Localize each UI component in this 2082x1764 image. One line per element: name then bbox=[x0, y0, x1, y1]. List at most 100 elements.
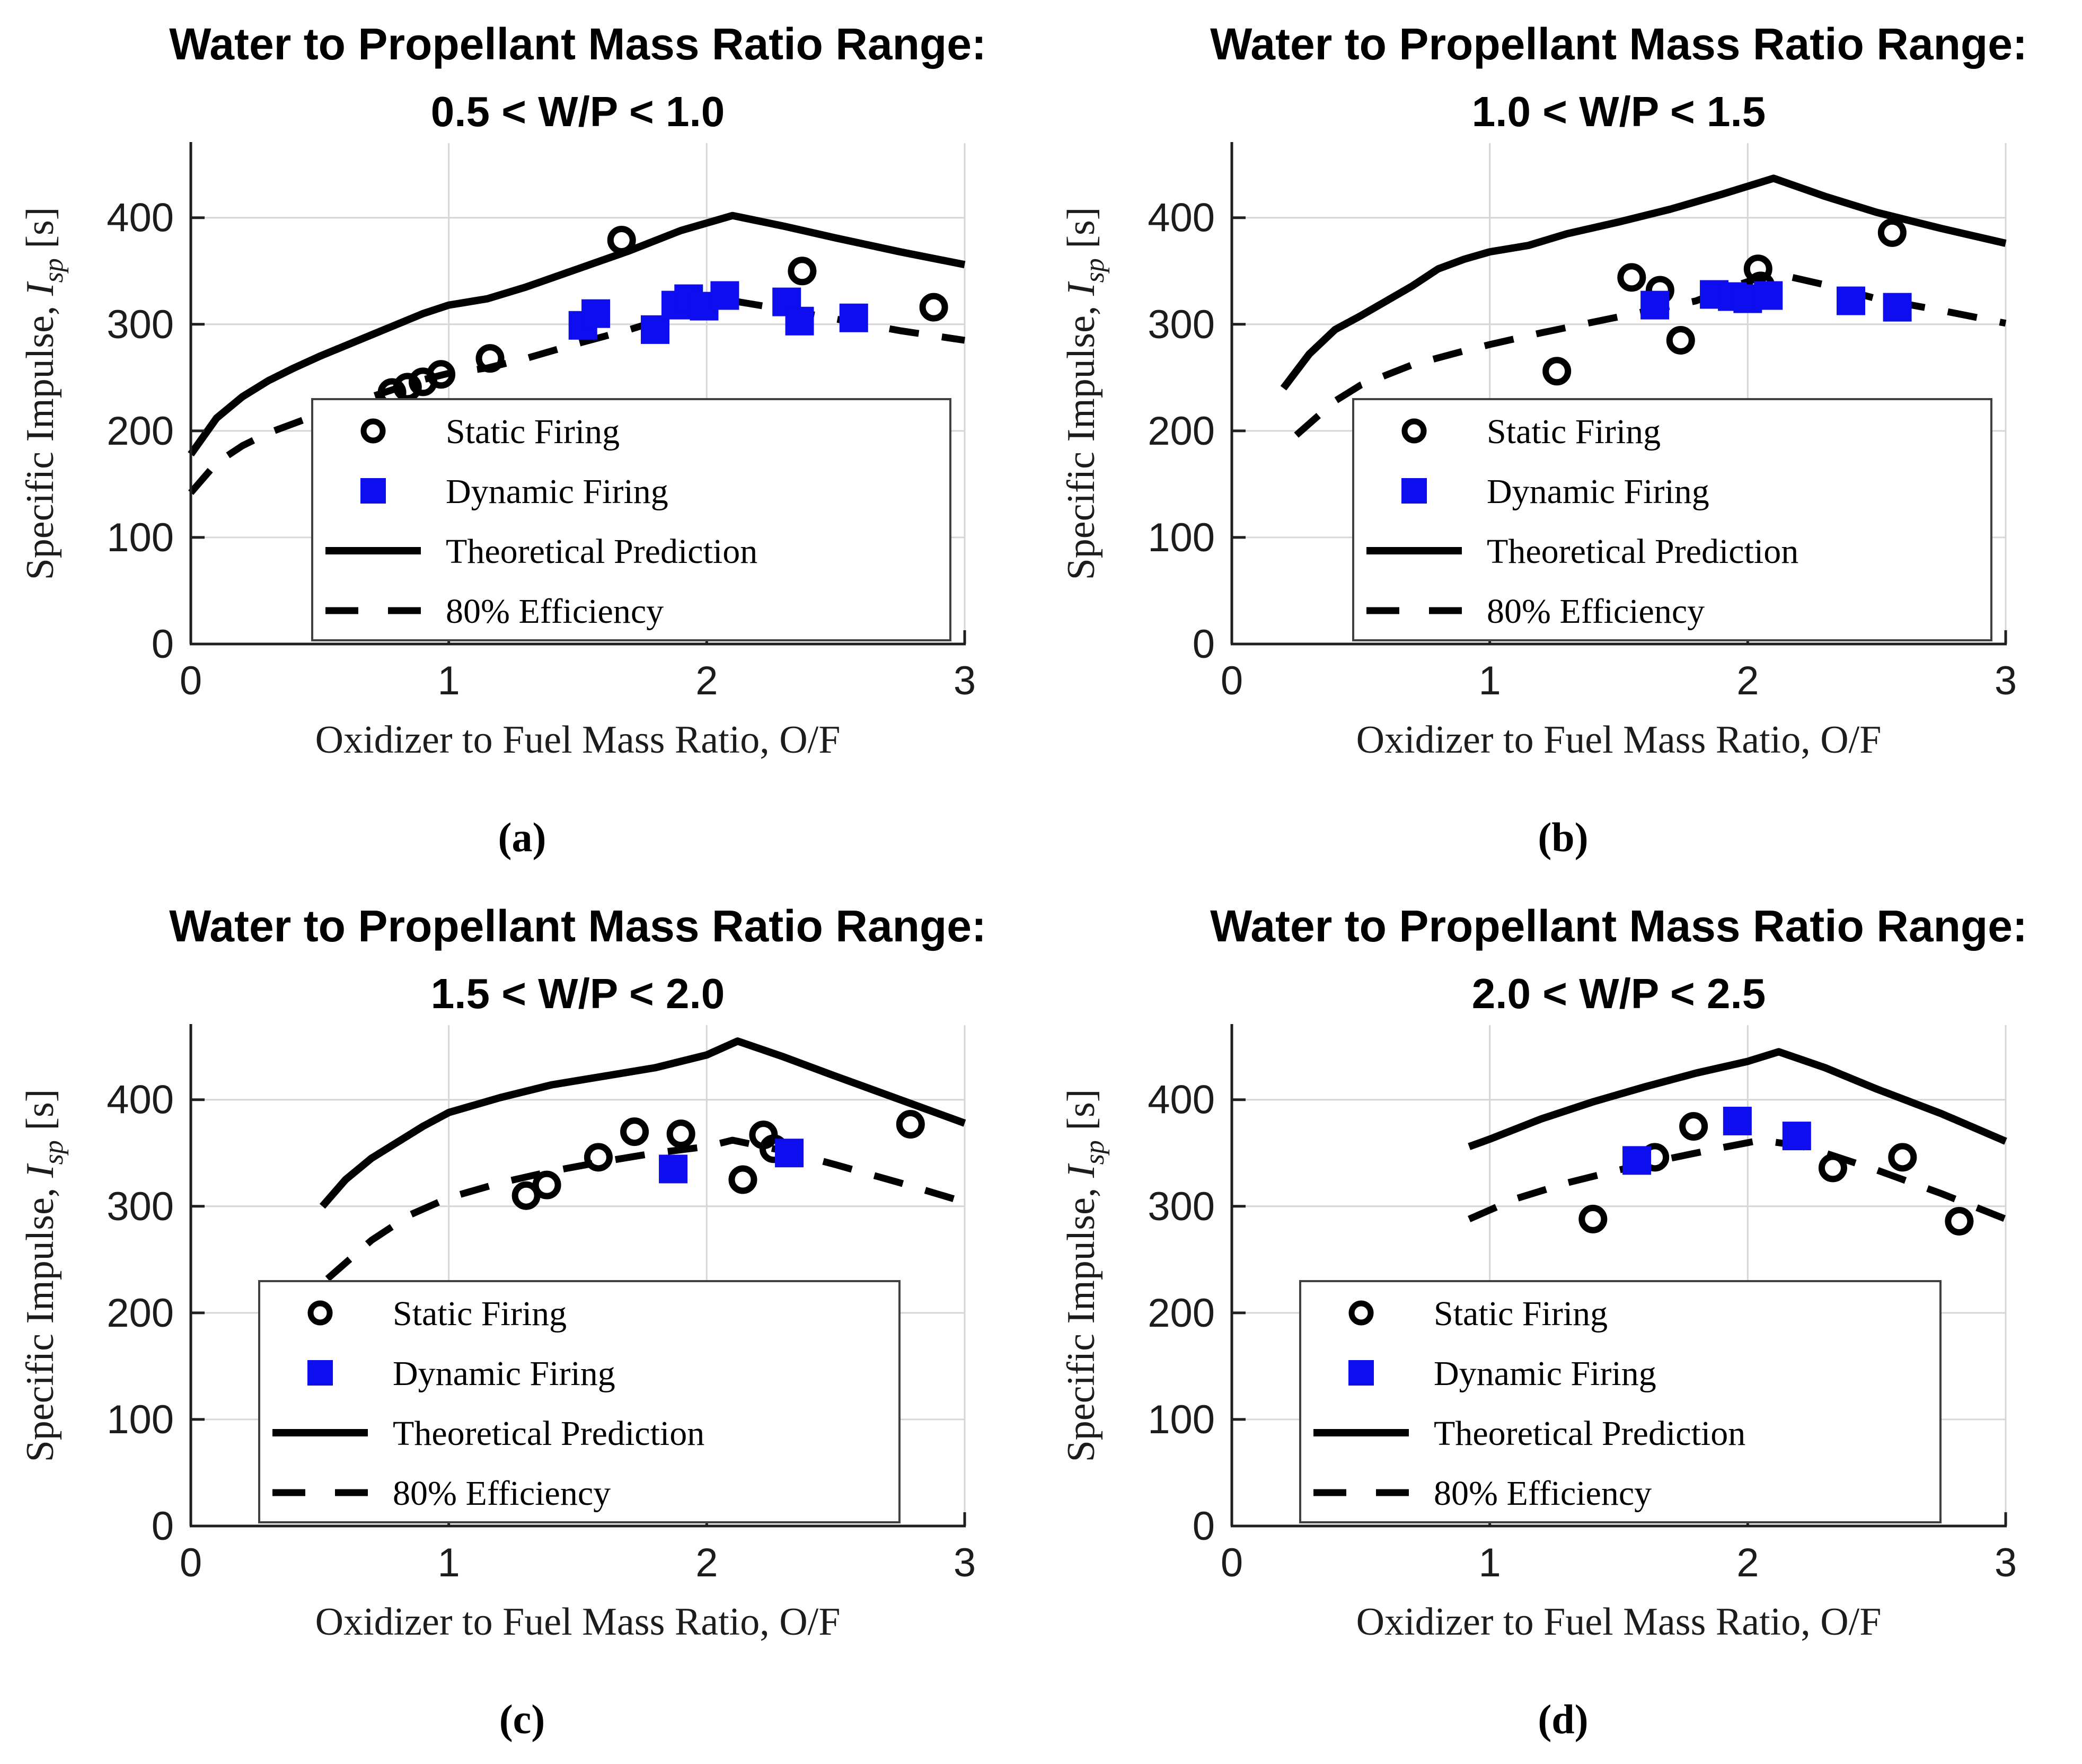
legend-item-label: 80% Efficiency bbox=[393, 1474, 611, 1513]
legend-item-label: Dynamic Firing bbox=[446, 472, 668, 511]
static-firing-point bbox=[427, 360, 456, 389]
y-tick-label: 300 bbox=[1148, 302, 1215, 347]
dynamic-firing-point bbox=[1640, 290, 1670, 320]
y-tick-label: 100 bbox=[107, 1397, 174, 1442]
x-tick-label: 3 bbox=[954, 1540, 976, 1585]
y-tick-label: 300 bbox=[1148, 1184, 1215, 1229]
efficiency-80-curve bbox=[325, 1136, 966, 1282]
chart-subtitle: 1.5 < W/P < 2.0 bbox=[431, 970, 725, 1017]
legend-item-label: Dynamic Firing bbox=[393, 1354, 615, 1393]
dynamic-firing-point bbox=[775, 1139, 804, 1168]
static-firing-point bbox=[1542, 357, 1572, 386]
y-tick-label: 0 bbox=[1193, 622, 1215, 667]
chart-subtitle: 1.0 < W/P < 1.5 bbox=[1472, 88, 1766, 135]
chart-cell-b: 0 1 2 3 0 100 200 300 400 Water to Propellant Mas… bbox=[1041, 0, 2082, 882]
static-firing-point bbox=[532, 1170, 561, 1199]
x-tick-label: 3 bbox=[1995, 658, 2017, 703]
y-tick-label: 0 bbox=[152, 622, 174, 667]
static-firing-point bbox=[1743, 254, 1772, 284]
y-axis-label: Specific Impulse, Isp [s] bbox=[1060, 207, 1110, 580]
static-firing-point bbox=[620, 1117, 649, 1146]
x-axis-label: Oxidizer to Fuel Mass Ratio, O/F bbox=[1356, 718, 1882, 762]
legend-open-circle-icon bbox=[360, 418, 386, 444]
theoretical-prediction-curve bbox=[188, 211, 966, 457]
static-firing-point bbox=[1679, 1112, 1708, 1141]
y-tick-label: 200 bbox=[1148, 1291, 1215, 1336]
chart-cell-a: 0 1 2 3 0 100 200 300 400 Water to Propellant Mas… bbox=[0, 0, 1041, 882]
legend-box bbox=[311, 398, 951, 641]
legend-item-label: Static Firing bbox=[1487, 412, 1661, 451]
legend-box bbox=[258, 1280, 901, 1523]
dynamic-firing-point bbox=[1754, 281, 1783, 310]
legend-item-label: 80% Efficiency bbox=[446, 592, 664, 631]
dynamic-firing-point bbox=[1837, 286, 1865, 315]
y-axis-label: Specific Impulse, Isp [s] bbox=[19, 207, 69, 580]
static-firing-point bbox=[1888, 1143, 1917, 1172]
x-tick-label: 2 bbox=[1736, 658, 1759, 703]
chart-d: 0 1 2 3 0 100 200 300 400 Water to Propellant Mas… bbox=[1041, 882, 2082, 1764]
x-tick-label: 2 bbox=[695, 658, 718, 703]
x-tick-label: 1 bbox=[1479, 658, 1501, 703]
x-tick-label: 3 bbox=[1995, 1540, 2017, 1585]
static-firing-point bbox=[475, 344, 505, 373]
legend-filled-square-icon bbox=[1401, 478, 1427, 504]
legend-item-label: Static Firing bbox=[393, 1294, 567, 1333]
x-tick-label: 0 bbox=[1221, 658, 1243, 703]
chart-cell-c: 0 1 2 3 0 100 200 300 400 Water to Propellant Mas… bbox=[0, 882, 1041, 1764]
dynamic-firing-point bbox=[839, 303, 868, 332]
dynamic-firing-point bbox=[1723, 1106, 1752, 1135]
static-firing-point bbox=[788, 257, 817, 286]
y-tick-label: 100 bbox=[107, 515, 174, 560]
dynamic-firing-point bbox=[641, 315, 669, 344]
legend-item-label: Dynamic Firing bbox=[1487, 472, 1709, 511]
legend-item-label: Static Firing bbox=[1434, 1294, 1608, 1333]
static-firing-point bbox=[1945, 1206, 1974, 1236]
chart-cell-d: 0 1 2 3 0 100 200 300 400 Water to Propellant Mas… bbox=[1041, 882, 2082, 1764]
dynamic-firing-point bbox=[1622, 1146, 1652, 1175]
y-tick-label: 0 bbox=[1193, 1504, 1215, 1549]
static-firing-point bbox=[584, 1143, 613, 1172]
legend-item-label: 80% Efficiency bbox=[1487, 592, 1705, 631]
dynamic-firing-point bbox=[659, 1154, 688, 1184]
dynamic-firing-point bbox=[1782, 1122, 1811, 1151]
legend-box bbox=[1352, 398, 1992, 641]
static-firing-point bbox=[728, 1165, 757, 1194]
y-tick-label: 300 bbox=[107, 1184, 174, 1229]
x-tick-label: 2 bbox=[1736, 1540, 1759, 1585]
legend-open-circle-icon bbox=[1348, 1300, 1374, 1326]
y-tick-label: 400 bbox=[1148, 196, 1215, 241]
legend-item-label: 80% Efficiency bbox=[1434, 1474, 1652, 1513]
dynamic-firing-point bbox=[785, 306, 814, 336]
y-tick-label: 300 bbox=[107, 302, 174, 347]
legend-box bbox=[1299, 1280, 1942, 1523]
theoretical-prediction-curve bbox=[1468, 1048, 2007, 1150]
chart-a: 0 1 2 3 0 100 200 300 400 Water to Propellant Mas… bbox=[0, 0, 1041, 882]
y-tick-label: 100 bbox=[1148, 515, 1215, 560]
legend-item-label: Theoretical Prediction bbox=[1434, 1414, 1745, 1453]
static-firing-point bbox=[1666, 325, 1695, 355]
y-axis-label: Specific Impulse, Isp [s] bbox=[19, 1089, 69, 1462]
x-tick-label: 3 bbox=[954, 658, 976, 703]
x-tick-label: 1 bbox=[438, 1540, 460, 1585]
chart-subtitle: 0.5 < W/P < 1.0 bbox=[431, 88, 725, 135]
y-tick-label: 100 bbox=[1148, 1397, 1215, 1442]
x-axis-label: Oxidizer to Fuel Mass Ratio, O/F bbox=[1356, 1600, 1882, 1644]
x-tick-label: 1 bbox=[438, 658, 460, 703]
legend-item-label: Theoretical Prediction bbox=[393, 1414, 704, 1453]
static-firing-point bbox=[1818, 1153, 1847, 1183]
efficiency-80-curve bbox=[1468, 1136, 2007, 1222]
y-tick-label: 200 bbox=[107, 409, 174, 454]
x-axis-label: Oxidizer to Fuel Mass Ratio, O/F bbox=[315, 1600, 841, 1644]
chart-c: 0 1 2 3 0 100 200 300 400 Water to Propellant Mas… bbox=[0, 882, 1041, 1764]
legend-item-label: Theoretical Prediction bbox=[446, 532, 757, 571]
x-tick-label: 1 bbox=[1479, 1540, 1501, 1585]
static-firing-point bbox=[1578, 1204, 1608, 1233]
subfigure-caption: (d) bbox=[1538, 1696, 1588, 1742]
legend-filled-square-icon bbox=[1348, 1360, 1374, 1386]
legend-open-circle-icon bbox=[307, 1300, 333, 1326]
legend-open-circle-icon bbox=[1401, 418, 1427, 444]
static-firing-point bbox=[896, 1109, 925, 1139]
dynamic-firing-point bbox=[581, 299, 611, 328]
y-tick-label: 400 bbox=[1148, 1078, 1215, 1123]
